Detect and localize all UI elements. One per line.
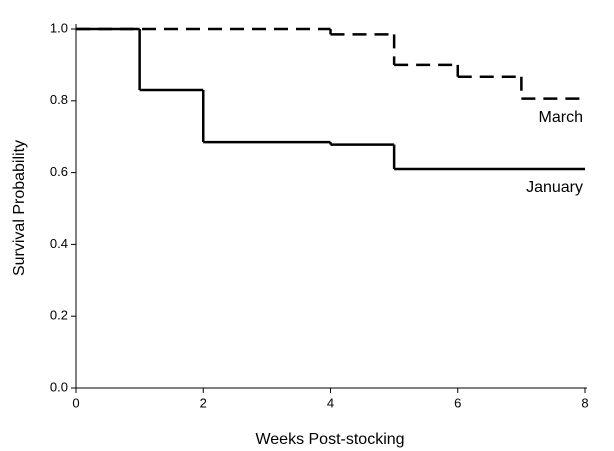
y-axis-title: Survival Probability xyxy=(11,140,28,276)
series-label: March xyxy=(539,109,583,126)
y-tick-label: 0.4 xyxy=(50,236,68,251)
x-tick-label: 2 xyxy=(200,395,207,410)
y-tick-label: 0.0 xyxy=(50,379,68,394)
x-tick-label: 6 xyxy=(454,395,461,410)
y-tick-label: 0.6 xyxy=(50,164,68,179)
x-axis-title: Weeks Post-stocking xyxy=(255,431,404,448)
x-tick-label: 4 xyxy=(327,395,334,410)
y-tick-label: 1.0 xyxy=(50,20,68,35)
y-tick-label: 0.8 xyxy=(50,92,68,107)
x-tick-label: 0 xyxy=(72,395,79,410)
series-label: January xyxy=(526,179,583,196)
y-tick-label: 0.2 xyxy=(50,308,68,323)
x-tick-label: 8 xyxy=(581,395,588,410)
